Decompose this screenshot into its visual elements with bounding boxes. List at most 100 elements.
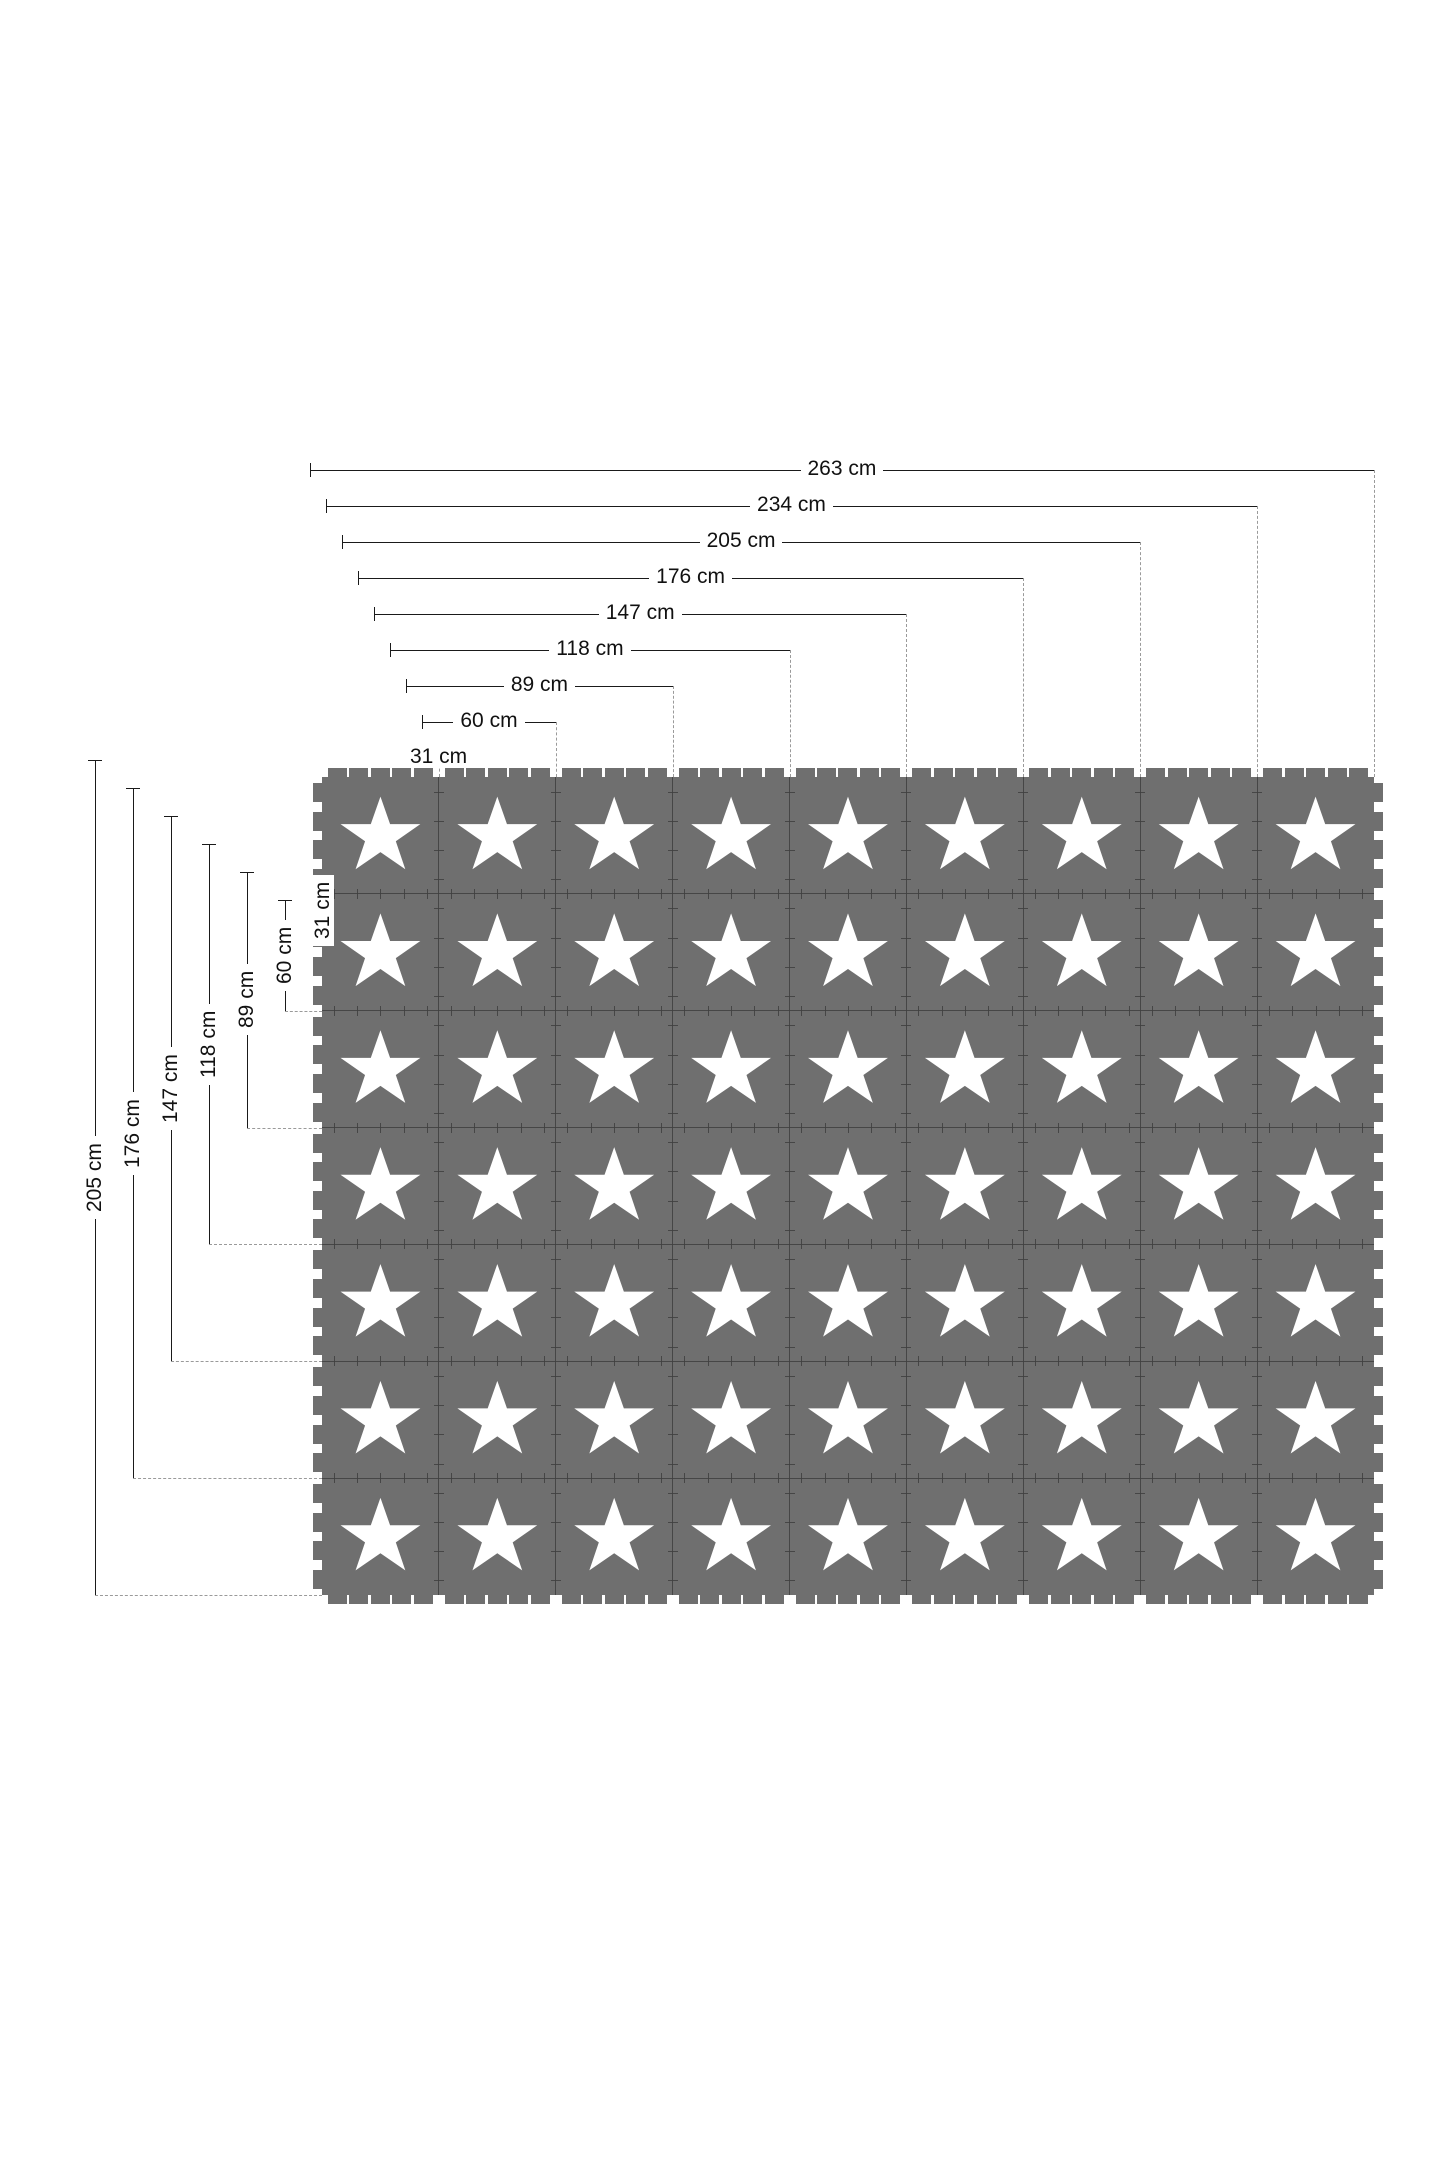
tile-seam-tab xyxy=(707,888,709,899)
tile-seam-tab xyxy=(590,1239,592,1250)
tile-seam-tab xyxy=(1018,1259,1029,1261)
tile-nub xyxy=(313,840,322,860)
tile-seam-tab xyxy=(784,1580,795,1582)
tile-seam-tab xyxy=(1081,888,1083,899)
tile-seam-tab xyxy=(544,1122,546,1133)
tile-nub xyxy=(1373,1424,1383,1444)
tile-seam-tab xyxy=(550,1054,561,1056)
tile-seam-tab xyxy=(660,1239,662,1250)
tile-seam-tab xyxy=(433,1405,444,1407)
mat-tile xyxy=(438,1478,556,1604)
tile-seam-tab xyxy=(1011,1005,1013,1016)
tile-seam-tab xyxy=(1035,1239,1037,1250)
tile-nub xyxy=(313,1395,322,1415)
top-dimension-guide xyxy=(906,614,908,777)
tile-nub xyxy=(313,1512,322,1532)
tile-seam-tab xyxy=(1252,1346,1263,1348)
tile-nub xyxy=(1050,1594,1070,1604)
tile-seam-tab xyxy=(550,1405,561,1407)
tile-seam-tab xyxy=(1018,1171,1029,1173)
tile-seam-tab xyxy=(901,1317,912,1319)
tile-seam-tab xyxy=(1292,1122,1294,1133)
tile-seam-tab xyxy=(637,1005,639,1016)
tile-seam xyxy=(672,1361,674,1479)
tile-seam-tab xyxy=(660,888,662,899)
tile-seam-tab xyxy=(1252,791,1263,793)
tile-seam-tab xyxy=(357,1122,359,1133)
left-dimension-label: 118 cm xyxy=(197,1003,220,1085)
tile-seam-tab xyxy=(614,1005,616,1016)
tile-seam-tab xyxy=(1035,888,1037,899)
tile-seam-tab xyxy=(1222,1005,1224,1016)
mat-tile xyxy=(906,1127,1024,1245)
tile-nub xyxy=(647,1594,667,1604)
tile-nub xyxy=(1306,1594,1326,1604)
tile-seam-tab xyxy=(1135,1375,1146,1377)
tile-seam-tab xyxy=(473,1239,475,1250)
tile-seam xyxy=(905,1361,907,1479)
top-dimension-tick-left xyxy=(374,607,375,621)
mat-tile xyxy=(1257,1244,1383,1362)
tile-seam-tab xyxy=(1135,908,1146,910)
tile-seam xyxy=(789,893,907,895)
tile-seam-tab xyxy=(667,1229,678,1231)
tile-seam xyxy=(672,1243,790,1245)
mat-tile xyxy=(1140,1244,1258,1362)
tile-seam-tab xyxy=(1058,1473,1060,1484)
tile-seam-tab xyxy=(1081,1122,1083,1133)
tile-nub xyxy=(1284,1594,1304,1604)
tile-seam-tab xyxy=(1222,888,1224,899)
tile-seam-tab xyxy=(1245,1005,1247,1016)
tile-seam-tab xyxy=(1011,1239,1013,1250)
tile-seam-tab xyxy=(433,1288,444,1290)
tile-nub xyxy=(1093,1594,1113,1604)
tile-seam-tab xyxy=(901,1492,912,1494)
tile-seam-tab xyxy=(1292,1473,1294,1484)
tile-seam-tab xyxy=(1252,908,1263,910)
tile-seam-tab xyxy=(941,1239,943,1250)
tile-seam xyxy=(555,1361,557,1479)
tile-seam-tab xyxy=(1128,1356,1130,1367)
tile-seam xyxy=(905,1244,907,1362)
tile-seam-tab xyxy=(1252,1405,1263,1407)
tile-seam-tab xyxy=(894,888,896,899)
tile-nub xyxy=(955,768,975,777)
tile-nub xyxy=(1232,768,1252,777)
tile-seam-tab xyxy=(941,1356,943,1367)
tile-seam-tab xyxy=(1175,1005,1177,1016)
tile-seam-tab xyxy=(1058,888,1060,899)
tile-seam-tab xyxy=(1252,1288,1263,1290)
tile-seam-tab xyxy=(901,1083,912,1085)
tile-seam-tab xyxy=(1151,1473,1153,1484)
tile-seam-tab xyxy=(1128,888,1130,899)
tile-seam xyxy=(789,1477,907,1479)
tile-seam-tab xyxy=(1135,966,1146,968)
tile-seam-tab xyxy=(1252,1521,1263,1523)
tile-nub xyxy=(817,1594,837,1604)
tile-seam xyxy=(789,1478,791,1595)
tile-seam-tab xyxy=(1338,888,1340,899)
tile-nub xyxy=(413,768,433,777)
tile-seam-tab xyxy=(1252,1054,1263,1056)
tile-seam-tab xyxy=(1252,996,1263,998)
tile-nub xyxy=(859,768,879,777)
tile-seam-tab xyxy=(614,1239,616,1250)
tile-seam-tab xyxy=(1338,1239,1340,1250)
top-dimension-tick-left xyxy=(390,643,391,657)
tile-nub xyxy=(313,1336,322,1356)
tile-seam xyxy=(789,777,791,894)
tile-nub xyxy=(859,1594,879,1604)
tile-seam-tab xyxy=(784,791,795,793)
tile-nub xyxy=(795,1594,815,1604)
tile-nub xyxy=(561,1594,581,1604)
tile-nub xyxy=(1232,1594,1252,1604)
play-mat-grid xyxy=(313,768,1383,1604)
tile-seam-tab xyxy=(637,1356,639,1367)
tile-seam-tab xyxy=(333,1122,335,1133)
mat-tile xyxy=(672,768,790,894)
tile-seam-tab xyxy=(1252,1434,1263,1436)
tile-nub xyxy=(1327,1594,1347,1604)
mat-tile xyxy=(555,893,673,1011)
tile-seam-tab xyxy=(433,1521,444,1523)
tile-seam-tab xyxy=(497,888,499,899)
